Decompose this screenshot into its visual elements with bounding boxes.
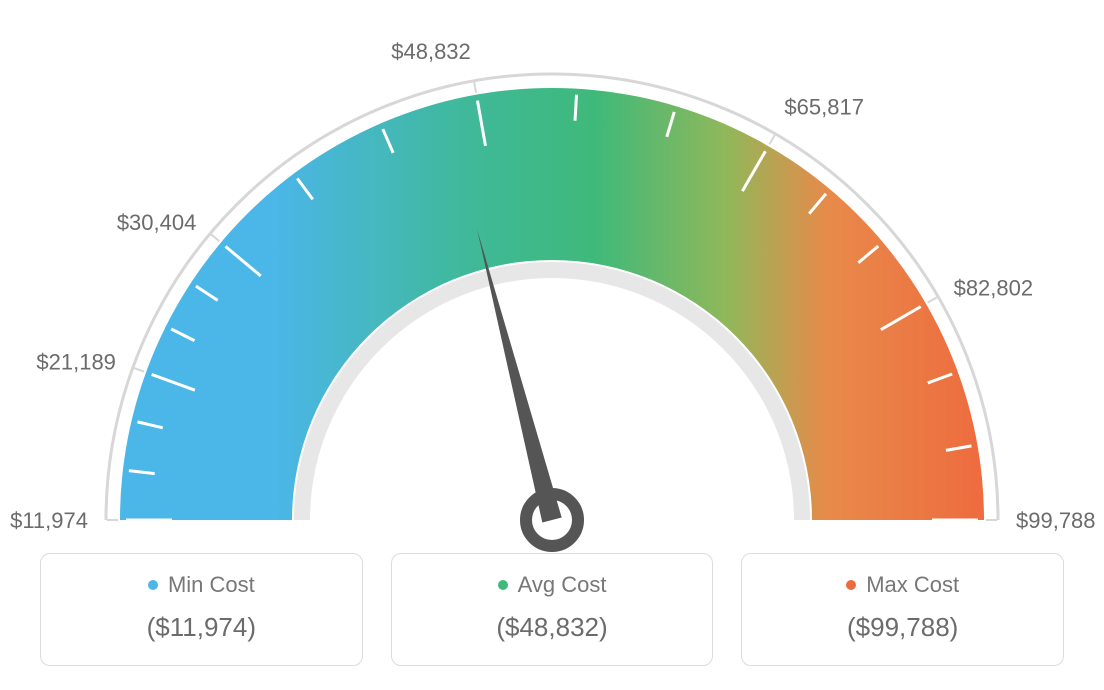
avg-dot-icon [498,580,508,590]
max-cost-value: ($99,788) [762,612,1043,643]
min-cost-title: Min Cost [168,572,255,598]
max-cost-title-row: Max Cost [846,572,959,598]
svg-text:$65,817: $65,817 [784,94,864,119]
avg-cost-card: Avg Cost ($48,832) [391,553,714,666]
min-cost-value: ($11,974) [61,612,342,643]
svg-text:$99,788: $99,788 [1016,508,1096,533]
max-dot-icon [846,580,856,590]
gauge-svg: $11,974 $21,189 $30,404 $48,832 $65,817 $82,8… [0,40,1104,580]
avg-cost-title-row: Avg Cost [498,572,607,598]
min-cost-card: Min Cost ($11,974) [40,553,363,666]
svg-text:$21,189: $21,189 [36,349,116,374]
min-cost-title-row: Min Cost [148,572,255,598]
max-cost-title: Max Cost [866,572,959,598]
avg-cost-value: ($48,832) [412,612,693,643]
max-cost-card: Max Cost ($99,788) [741,553,1064,666]
summary-cards: Min Cost ($11,974) Avg Cost ($48,832) Ma… [40,553,1064,666]
svg-text:$11,974: $11,974 [10,508,88,533]
svg-text:$30,404: $30,404 [117,210,197,235]
svg-text:$82,802: $82,802 [954,276,1034,301]
avg-cost-title: Avg Cost [518,572,607,598]
gauge-chart: $11,974 $21,189 $30,404 $48,832 $65,817 $82,8… [0,0,1104,560]
min-dot-icon [148,580,158,590]
svg-text:$48,832: $48,832 [391,40,471,64]
